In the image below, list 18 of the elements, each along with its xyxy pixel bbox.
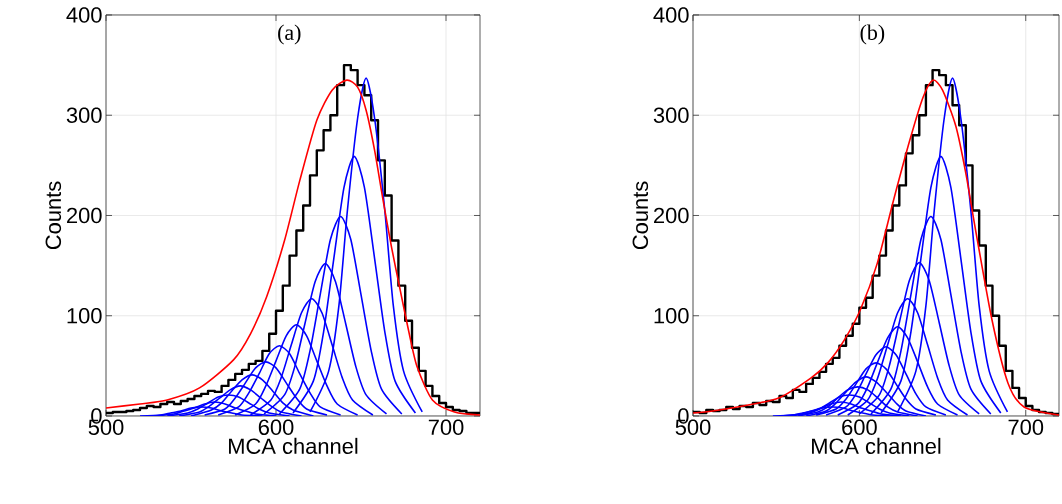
x-tick-label: 600 [842,419,877,436]
x-tick-label: 600 [258,419,294,436]
annotation: (b) [860,24,885,45]
y-axis-title: Counts [632,181,649,250]
y-tick-label: 400 [66,7,102,23]
x-axis-title: MCA channel [229,437,358,454]
annotation: (a) [278,24,301,45]
y-tick-label: 300 [653,107,689,123]
y-tick-label: 100 [654,307,689,324]
y-axis-title: Counts [45,181,62,250]
x-tick-label: 700 [428,419,464,436]
y-tick-label: 300 [66,107,102,123]
y-tick-label: 200 [654,207,689,224]
y-tick-label: 100 [67,307,102,324]
x-tick-label: 700 [1008,419,1044,436]
y-tick-label: 200 [67,207,102,224]
x-axis-title: MCA channel [812,437,941,454]
y-tick-label: 400 [653,7,689,23]
